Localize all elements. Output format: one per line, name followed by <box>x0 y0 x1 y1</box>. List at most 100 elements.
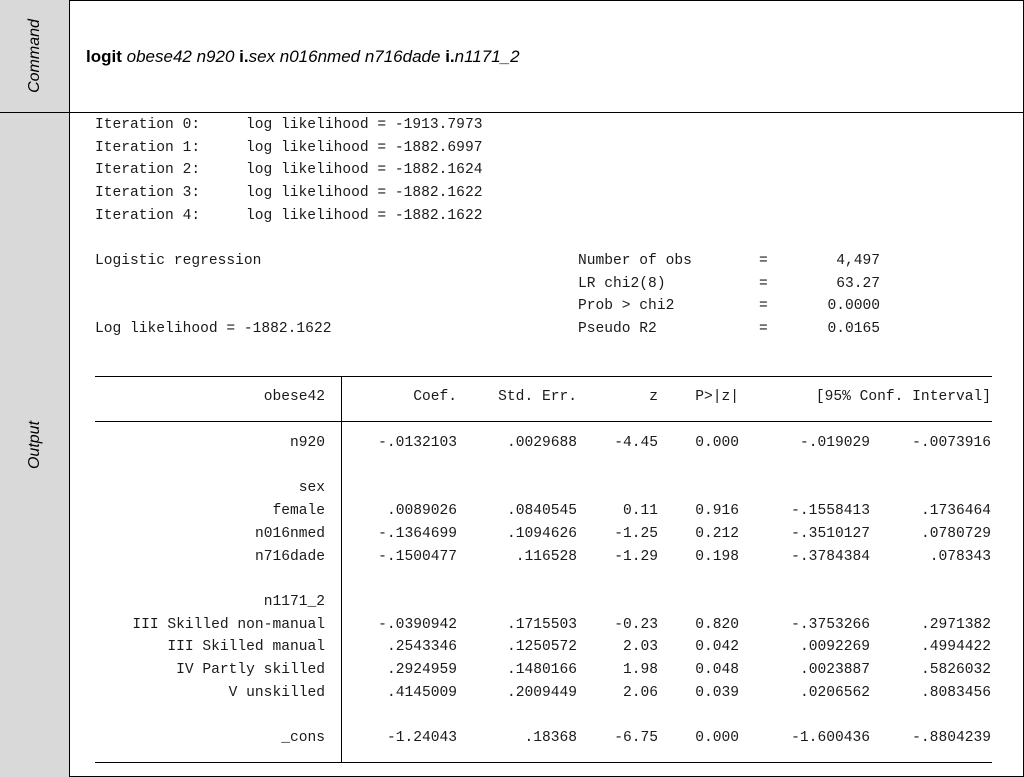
table-cell-coef: -.1500477 <box>378 548 457 565</box>
table-cell-coef: -1.24043 <box>386 730 457 747</box>
table-cell-coef: .0089026 <box>386 503 457 520</box>
table-cell-hi: .5826032 <box>920 662 991 678</box>
table-cell-p: 0.000 <box>695 435 739 451</box>
table-cell-se: .1715503 <box>506 616 577 633</box>
table-cell-p: 0.820 <box>695 616 739 633</box>
table-bottom-rule <box>95 762 992 763</box>
iteration-label: Iteration 0: <box>95 117 201 133</box>
table-cell-coef: .4145009 <box>386 684 457 701</box>
table-row-var: female <box>272 503 325 520</box>
table-cell-hi: .4994422 <box>920 639 991 656</box>
stat-name: LR chi2(8) <box>578 275 666 292</box>
table-cell-p: 0.916 <box>695 503 739 520</box>
iteration-label: Iteration 1: <box>95 139 201 156</box>
table-cell-z: 1.98 <box>622 662 658 678</box>
header-p: P>|z| <box>695 389 739 405</box>
stat-value: 63.27 <box>836 275 880 292</box>
table-cell-coef: .2924959 <box>386 662 457 678</box>
table-cell-p: 0.042 <box>695 639 739 656</box>
header-se: Std. Err. <box>498 389 577 405</box>
table-cell-z: -1.25 <box>614 525 658 542</box>
table-cell-hi: .1736464 <box>920 503 991 520</box>
table-cell-lo: -.3784384 <box>791 548 870 565</box>
command-side-panel: Command <box>0 0 70 112</box>
stat-value: 4,497 <box>836 253 880 269</box>
table-cell-lo: .0092269 <box>799 639 870 656</box>
table-cell-p: 0.048 <box>695 662 739 678</box>
table-cell-coef: -.1364699 <box>378 525 457 542</box>
table-cell-coef: -.0390942 <box>378 616 457 633</box>
stat-equals: = <box>759 275 768 292</box>
table-top-rule <box>95 376 992 377</box>
iteration-value: log likelihood = -1882.1622 <box>246 207 483 224</box>
table-cell-se: .0840545 <box>506 503 577 520</box>
iteration-value: log likelihood = -1882.1622 <box>246 185 483 202</box>
table-cell-p: 0.000 <box>695 730 739 747</box>
table-cell-lo: .0023887 <box>799 662 870 678</box>
command-part: logit <box>86 47 122 66</box>
command-part: sex n016nmed n716dade <box>248 47 446 66</box>
iteration-label: Iteration 2: <box>95 162 201 179</box>
table-cell-coef: .2543346 <box>386 639 457 656</box>
table-cell-se: .1094626 <box>506 525 577 542</box>
table-header-rule <box>95 421 992 422</box>
table-cell-z: 2.06 <box>622 684 658 701</box>
table-cell-se: .0029688 <box>506 435 577 451</box>
table-row-var: n016nmed <box>254 525 325 542</box>
command-part: i. <box>239 47 249 66</box>
stat-equals: = <box>759 298 768 315</box>
table-cell-hi: .0780729 <box>920 525 991 542</box>
stat-value: 0.0165 <box>827 321 880 338</box>
output-side-panel: Output <box>0 112 70 777</box>
iteration-label: Iteration 4: <box>95 207 201 224</box>
iteration-value: log likelihood = -1882.1624 <box>246 162 483 179</box>
table-cell-z: -4.45 <box>614 435 658 451</box>
table-cell-se: .2009449 <box>506 684 577 701</box>
command-part: obese42 n920 <box>126 47 240 66</box>
table-cell-se: .1250572 <box>506 639 577 656</box>
table-row-var: III Skilled non-manual <box>132 616 325 633</box>
table-row-var: n920 <box>289 435 325 451</box>
output-side-label: Output <box>25 420 43 469</box>
table-cell-hi: .078343 <box>929 548 991 565</box>
table-cell-lo: .0206562 <box>799 684 870 701</box>
iteration-value: log likelihood = -1913.7973 <box>246 117 483 133</box>
table-row-var: _cons <box>281 730 325 747</box>
table-cell-se: .116528 <box>515 548 577 565</box>
table-cell-z: -1.29 <box>614 548 658 565</box>
table-cell-lo: -.019029 <box>799 435 870 451</box>
section-divider <box>0 112 1024 113</box>
table-vertical-rule <box>341 377 342 763</box>
table-cell-lo: -1.600436 <box>791 730 870 747</box>
table-cell-p: 0.198 <box>695 548 739 565</box>
command-part: i. <box>445 47 455 66</box>
table-cell-z: 0.11 <box>622 503 658 520</box>
table-row-var: n1171_2 <box>263 593 325 610</box>
stat-value: 0.0000 <box>827 298 880 315</box>
stat-name: Number of obs <box>578 253 692 269</box>
model-name: Logistic regression <box>95 253 262 269</box>
stat-name: Pseudo R2 <box>578 321 657 338</box>
table-row-var: sex <box>298 480 325 497</box>
table-cell-coef: -.0132103 <box>378 435 457 451</box>
header-ci: [95% Conf. Interval] <box>815 389 991 405</box>
stat-equals: = <box>759 321 768 338</box>
table-cell-z: 2.03 <box>622 639 658 656</box>
table-row-var: n716dade <box>254 548 325 565</box>
command-side-label: Command <box>25 19 43 93</box>
table-cell-hi: .8083456 <box>920 684 991 701</box>
command-part: n1171_2 <box>454 47 520 66</box>
table-cell-p: 0.039 <box>695 684 739 701</box>
table-cell-hi: .2971382 <box>920 616 991 633</box>
header-z: z <box>649 389 658 405</box>
header-var: obese42 <box>263 389 325 405</box>
iteration-value: log likelihood = -1882.6997 <box>246 139 483 156</box>
table-cell-hi: -.8804239 <box>912 730 991 747</box>
command-text: logit obese42 n920 i.sex n016nmed n716da… <box>86 47 520 67</box>
iteration-label: Iteration 3: <box>95 185 201 202</box>
stat-name: Prob > chi2 <box>578 298 675 315</box>
table-cell-z: -6.75 <box>614 730 658 747</box>
table-cell-se: .18368 <box>524 730 577 747</box>
table-cell-lo: -.3753266 <box>791 616 870 633</box>
table-cell-lo: -.3510127 <box>791 525 870 542</box>
